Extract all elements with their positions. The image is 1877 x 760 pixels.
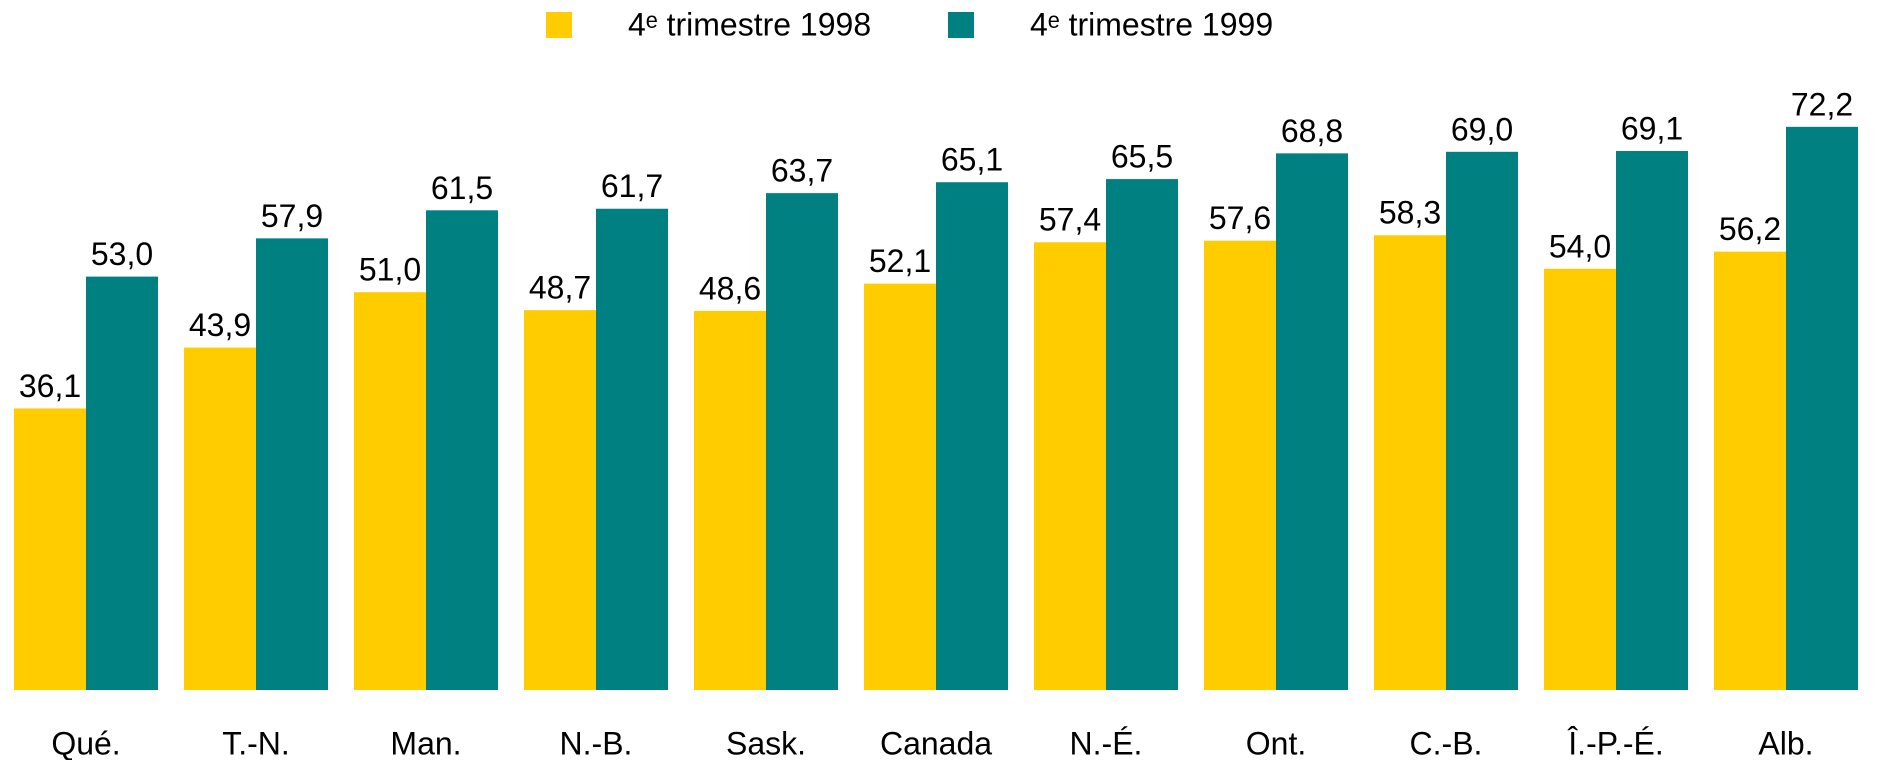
data-label: 36,1: [19, 368, 81, 404]
bar: [1714, 251, 1786, 690]
bar: [86, 276, 158, 690]
x-tick-label: Ont.: [1246, 725, 1306, 760]
bar: [14, 408, 86, 690]
data-label: 43,9: [189, 307, 251, 343]
bar: [1544, 268, 1616, 690]
data-label: 69,1: [1621, 110, 1683, 146]
bar: [694, 310, 766, 690]
data-label: 65,1: [941, 142, 1003, 178]
data-label: 58,3: [1379, 195, 1441, 231]
bar: [1276, 153, 1348, 691]
x-tick-label: C.-B.: [1410, 725, 1483, 760]
data-label: 69,0: [1451, 111, 1513, 147]
bar: [1106, 179, 1178, 690]
data-label: 52,1: [869, 243, 931, 279]
x-tick-label: T.-N.: [222, 725, 290, 760]
data-label: 57,6: [1209, 200, 1271, 236]
data-label: 72,2: [1791, 86, 1853, 122]
data-label: 57,9: [261, 198, 323, 234]
bar: [1616, 151, 1688, 690]
x-tick-label: Î.-P.-É.: [1567, 725, 1663, 760]
bar: [184, 347, 256, 690]
x-tick-label: N.-É.: [1070, 725, 1143, 760]
data-label: 61,5: [431, 170, 493, 206]
x-tick-label: Alb.: [1758, 725, 1813, 760]
legend-swatch: [546, 12, 572, 38]
data-label: 57,4: [1039, 202, 1101, 238]
data-label: 65,5: [1111, 139, 1173, 175]
x-tick-label: Canada: [880, 725, 992, 760]
bar: [1374, 235, 1446, 690]
x-tick-label: Man.: [390, 725, 461, 760]
data-label: 48,7: [529, 270, 591, 306]
data-label: 51,0: [359, 252, 421, 288]
bar: [1204, 240, 1276, 690]
bar: [256, 238, 328, 690]
bar: [426, 210, 498, 691]
data-label: 53,0: [91, 236, 153, 272]
bar: [596, 208, 668, 691]
x-tick-label: N.-B.: [560, 725, 633, 760]
bar: [524, 310, 596, 690]
bar: [1446, 151, 1518, 691]
bar: [354, 292, 426, 690]
data-label: 63,7: [771, 153, 833, 189]
x-tick-label: Qué.: [51, 725, 120, 760]
legend-label: 4ᵉ trimestre 1999: [1030, 6, 1273, 42]
legend-swatch: [948, 12, 974, 38]
data-label: 68,8: [1281, 113, 1343, 149]
bar: [1034, 242, 1106, 690]
bar: [864, 283, 936, 690]
bar: [766, 193, 838, 690]
bar: [936, 182, 1008, 690]
data-label: 61,7: [601, 168, 663, 204]
x-tick-label: Sask.: [726, 725, 806, 760]
data-label: 48,6: [699, 270, 761, 306]
data-label: 56,2: [1719, 211, 1781, 247]
data-label: 54,0: [1549, 228, 1611, 264]
bar: [1786, 126, 1858, 691]
legend-label: 4ᵉ trimestre 1998: [628, 6, 871, 42]
